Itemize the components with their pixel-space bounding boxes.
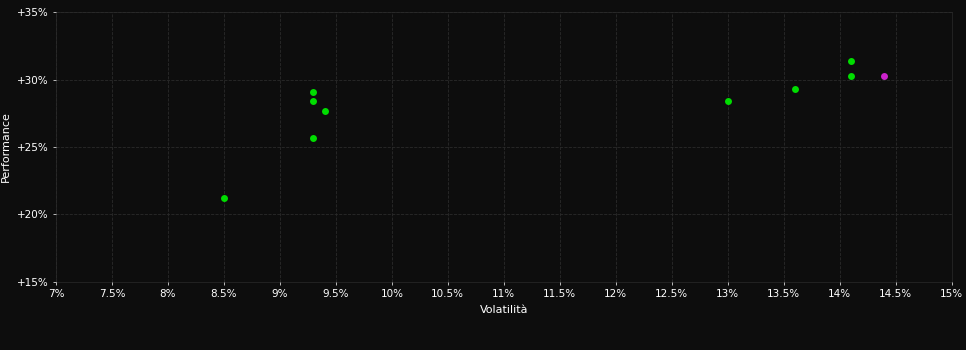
X-axis label: Volatilità: Volatilità [479,305,528,315]
Point [876,73,892,78]
Point [317,108,332,113]
Point [306,89,322,95]
Y-axis label: Performance: Performance [1,112,11,182]
Point [843,58,859,64]
Point [843,73,859,78]
Point [216,195,232,201]
Point [306,135,322,140]
Point [720,98,735,104]
Point [787,86,803,92]
Point [306,98,322,104]
